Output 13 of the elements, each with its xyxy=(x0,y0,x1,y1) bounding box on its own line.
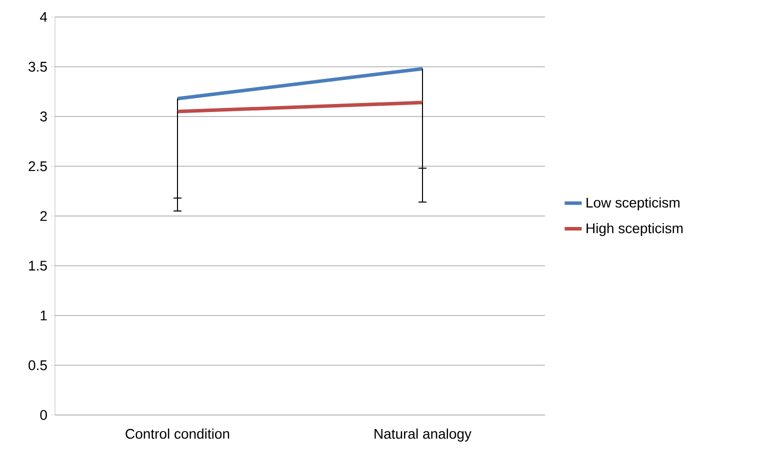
legend-label: Low scepticism xyxy=(586,197,680,210)
y-tick-label: 1.5 xyxy=(29,260,47,271)
y-tick-label: 3 xyxy=(40,112,47,122)
y-tick-label: 3.5 xyxy=(28,62,47,72)
y-tick-label: 1 xyxy=(40,310,47,320)
y-tick-label: 2 xyxy=(40,211,47,221)
x-tick-label: Natural analogy xyxy=(374,428,472,442)
y-tick-label: 2.5 xyxy=(28,161,47,172)
x-tick-label: Control condition xyxy=(126,428,230,439)
legend-label: High scepticism xyxy=(586,222,683,236)
y-tick-label: 0 xyxy=(40,410,47,420)
y-tick-label: 0.5 xyxy=(28,360,47,370)
y-tick-label: 4 xyxy=(40,12,48,22)
